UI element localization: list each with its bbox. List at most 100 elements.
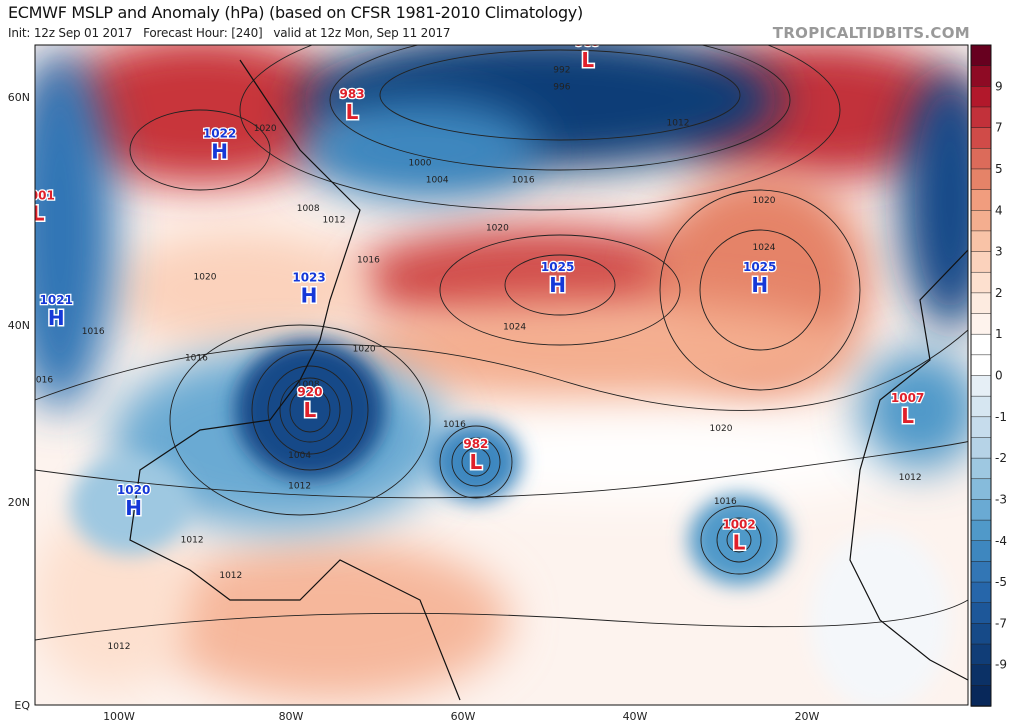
pressure-value: 1023 xyxy=(292,270,325,284)
lon-label: 60W xyxy=(451,710,476,723)
isobar-label: 1012 xyxy=(899,473,922,483)
colorbar-swatch xyxy=(970,106,992,129)
colorbar-tick-label: -3 xyxy=(995,492,1007,506)
isobar-label: 1012 xyxy=(219,571,242,581)
isobar-label: 1024 xyxy=(503,322,526,332)
pressure-letter: H xyxy=(301,283,318,307)
isobar-label: 1024 xyxy=(753,243,776,253)
isobar-label: 1020 xyxy=(194,272,217,282)
pressure-value: 1002 xyxy=(722,518,755,532)
colorbar-swatch xyxy=(970,333,992,356)
pressure-value: 983 xyxy=(340,87,365,101)
pressure-letter: H xyxy=(751,273,768,297)
isobar-label: 992 xyxy=(553,65,570,75)
isobar-label: 1020 xyxy=(710,424,733,434)
isobar-label: 1020 xyxy=(254,124,277,134)
colorbar-swatch xyxy=(970,664,992,687)
coastline xyxy=(129,59,461,701)
isobar-label: 1016 xyxy=(714,497,737,507)
colorbar-swatch xyxy=(970,148,992,170)
colorbar-swatch xyxy=(970,623,992,645)
colorbar-swatch xyxy=(970,375,992,397)
pressure-letter: H xyxy=(549,273,566,297)
isobar-contours xyxy=(35,45,968,641)
colorbar-swatch xyxy=(970,437,992,459)
pressure-letter: L xyxy=(470,450,483,474)
colorbar-swatch xyxy=(970,292,992,315)
isobar-label: 1012 xyxy=(288,482,311,492)
colorbar-swatch xyxy=(970,602,992,625)
lat-label: 20N xyxy=(8,496,30,509)
colorbar-swatch xyxy=(970,251,992,273)
pressure-value: 920 xyxy=(297,385,322,399)
pressure-value: 982 xyxy=(463,437,488,451)
colorbar-swatch xyxy=(970,478,992,501)
pressure-value: 1001 xyxy=(21,188,54,202)
colorbar-swatch xyxy=(970,313,992,335)
colorbar-tick-label: -5 xyxy=(995,575,1007,589)
colorbar: 9 7 5 4 3 2 1 0 -1 -2 -3 -4 -5 -7 -9 xyxy=(970,44,1007,707)
pressure-letter: L xyxy=(901,404,914,428)
isobar-label: 1016 xyxy=(30,376,53,386)
colorbar-tick-label: 0 xyxy=(995,369,1003,383)
pressure-value: 1021 xyxy=(40,293,73,307)
isobar-label: 996 xyxy=(553,83,570,93)
lat-label: EQ xyxy=(14,699,30,712)
colorbar-swatch xyxy=(970,168,992,191)
colorbar-tick-label: 1 xyxy=(995,327,1003,341)
isobar-label: 1012 xyxy=(181,536,204,546)
colorbar-swatch xyxy=(970,561,992,583)
pressure-value: 1007 xyxy=(891,391,924,405)
pressure-value: 1020 xyxy=(117,483,150,497)
colorbar-swatch xyxy=(970,643,992,666)
colorbar-tick-label: -7 xyxy=(995,616,1007,630)
anomaly-field: 1012101610201020102410241020101610121008… xyxy=(21,35,968,705)
isobar-label: 1016 xyxy=(512,176,535,186)
pressure-value: 1025 xyxy=(743,260,776,274)
colorbar-tick-label: -1 xyxy=(995,410,1007,424)
colorbar-swatch xyxy=(970,416,992,439)
pressure-letter: L xyxy=(304,398,317,422)
colorbar-swatch xyxy=(970,44,992,67)
colorbar-swatch xyxy=(970,86,992,108)
colorbar-swatch xyxy=(970,519,992,542)
isobar-label: 1008 xyxy=(297,380,320,390)
pressure-letter: L xyxy=(346,100,359,124)
colorbar-swatch xyxy=(970,354,992,377)
colorbar-tick-label: -9 xyxy=(995,658,1007,672)
lon-label: 20W xyxy=(795,710,820,723)
colorbar-swatch xyxy=(970,457,992,480)
isobar-label: 1016 xyxy=(82,327,105,337)
colorbar-swatch xyxy=(970,189,992,211)
lat-label: 40N xyxy=(8,319,30,332)
coastline-africa-europe xyxy=(849,249,968,681)
pressure-value: 989 xyxy=(575,35,600,49)
colorbar-tick-label: -4 xyxy=(995,534,1007,548)
map-frame xyxy=(34,44,969,706)
isobar-label: 1020 xyxy=(753,196,776,206)
colorbar-frame xyxy=(970,44,992,707)
isobar-label: 1004 xyxy=(288,451,311,461)
isobar-label: 1008 xyxy=(297,204,320,214)
colorbar-tick-label: 9 xyxy=(995,79,1003,93)
colorbar-tick-label: 7 xyxy=(995,121,1003,135)
colorbar-tick-label: -2 xyxy=(995,451,1007,465)
colorbar-swatch xyxy=(970,581,992,604)
pressure-letter: H xyxy=(211,140,228,164)
isobar-label: 1016 xyxy=(357,255,380,265)
colorbar-swatch xyxy=(970,499,992,521)
colorbar-tick-label: 5 xyxy=(995,162,1003,176)
brand-watermark: TROPICALTIDBITS.COM xyxy=(772,24,970,42)
colorbar-swatch xyxy=(970,395,992,418)
isobar-label: 1012 xyxy=(323,215,346,225)
